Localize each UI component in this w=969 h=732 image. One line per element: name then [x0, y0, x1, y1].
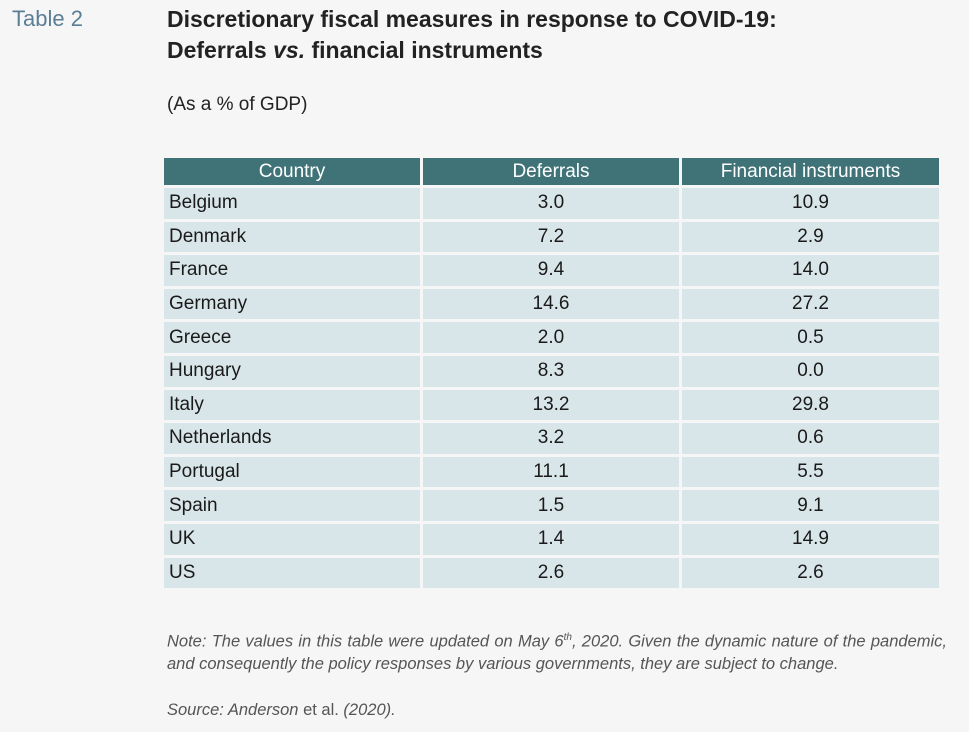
table-row: Netherlands 3.2 0.6: [164, 423, 939, 454]
cell-deferrals: 1.5: [423, 490, 679, 521]
cell-deferrals: 8.3: [423, 355, 679, 387]
cell-deferrals: 13.2: [423, 389, 679, 421]
cell-financial-instruments: 5.5: [682, 456, 939, 488]
note-suffix: , 2020. Given the dynamic nature of the …: [167, 632, 947, 673]
cell-country: Belgium: [164, 188, 420, 219]
title-line-2-b: financial instruments: [305, 37, 543, 63]
cell-country: Netherlands: [164, 423, 420, 454]
table-row: Portugal 11.1 5.5: [164, 456, 939, 488]
cell-financial-instruments: 2.9: [682, 221, 939, 253]
cell-country: UK: [164, 523, 420, 555]
cell-deferrals: 9.4: [423, 255, 679, 286]
header-country: Country: [164, 158, 420, 185]
table-row: France 9.4 14.0: [164, 255, 939, 286]
cell-financial-instruments: 29.8: [682, 389, 939, 421]
cell-financial-instruments: 0.5: [682, 322, 939, 353]
cell-country: Italy: [164, 389, 420, 421]
cell-financial-instruments: 10.9: [682, 188, 939, 219]
cell-country: US: [164, 557, 420, 589]
table-title: Discretionary fiscal measures in respons…: [167, 4, 777, 66]
table-row: Italy 13.2 29.8: [164, 389, 939, 421]
cell-financial-instruments: 27.2: [682, 288, 939, 320]
cell-deferrals: 7.2: [423, 221, 679, 253]
cell-financial-instruments: 0.0: [682, 355, 939, 387]
cell-deferrals: 14.6: [423, 288, 679, 320]
table-row: Germany 14.6 27.2: [164, 288, 939, 320]
cell-country: France: [164, 255, 420, 286]
table-note: Note: The values in this table were upda…: [167, 627, 947, 675]
table-row: Greece 2.0 0.5: [164, 322, 939, 353]
title-line-2: Deferrals vs. financial instruments: [167, 35, 777, 66]
note-prefix: Note: The values in this table were upda…: [167, 632, 564, 651]
cell-country: Portugal: [164, 456, 420, 488]
title-line-1: Discretionary fiscal measures in respons…: [167, 6, 777, 32]
fiscal-measures-table: Country Deferrals Financial instruments …: [161, 155, 942, 591]
table-subtitle: (As a % of GDP): [167, 94, 308, 115]
cell-deferrals: 1.4: [423, 523, 679, 555]
cell-country: Germany: [164, 288, 420, 320]
table-source: Source: Anderson et al. (2020).: [167, 701, 396, 720]
header-deferrals: Deferrals: [423, 158, 679, 185]
cell-deferrals: 2.0: [423, 322, 679, 353]
cell-country: Denmark: [164, 221, 420, 253]
table-header-row: Country Deferrals Financial instruments: [164, 158, 939, 185]
source-label: Source: Anderson: [167, 701, 304, 719]
cell-deferrals: 2.6: [423, 557, 679, 589]
cell-deferrals: 11.1: [423, 456, 679, 488]
source-etal: et al.: [303, 701, 339, 719]
cell-deferrals: 3.0: [423, 188, 679, 219]
table-row: Hungary 8.3 0.0: [164, 355, 939, 387]
cell-financial-instruments: 14.0: [682, 255, 939, 286]
cell-deferrals: 3.2: [423, 423, 679, 454]
cell-country: Greece: [164, 322, 420, 353]
table-row: US 2.6 2.6: [164, 557, 939, 589]
header-financial-instruments: Financial instruments: [682, 158, 939, 185]
table-number-label: Table 2: [12, 6, 83, 31]
cell-financial-instruments: 2.6: [682, 557, 939, 589]
table-row: Belgium 3.0 10.9: [164, 188, 939, 219]
table-row: UK 1.4 14.9: [164, 523, 939, 555]
cell-country: Spain: [164, 490, 420, 521]
cell-financial-instruments: 0.6: [682, 423, 939, 454]
cell-financial-instruments: 9.1: [682, 490, 939, 521]
title-vs: vs.: [273, 37, 306, 63]
table-row: Spain 1.5 9.1: [164, 490, 939, 521]
cell-financial-instruments: 14.9: [682, 523, 939, 555]
table-row: Denmark 7.2 2.9: [164, 221, 939, 253]
cell-country: Hungary: [164, 355, 420, 387]
note-superscript: th: [563, 632, 572, 643]
title-line-2-a: Deferrals: [167, 37, 274, 63]
source-year: (2020).: [338, 701, 396, 719]
